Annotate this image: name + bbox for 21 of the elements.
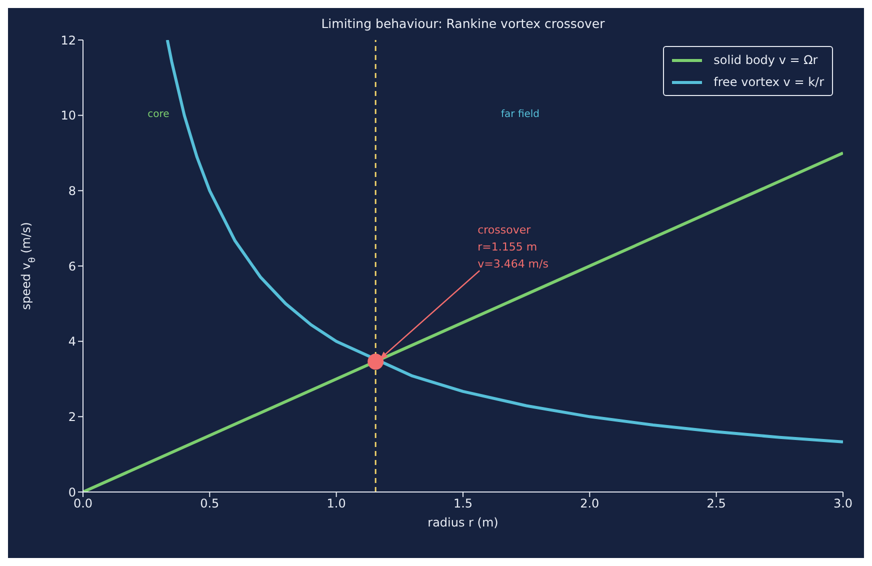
annotation: far field [501, 108, 540, 120]
x-tick-label: 0.0 [73, 496, 93, 511]
x-tick-label: 2.5 [706, 496, 726, 511]
x-tick-label: 0.5 [200, 496, 220, 511]
y-tick-label: 8 [68, 184, 76, 198]
legend-label: solid body v = Ωr [714, 53, 818, 67]
legend-label: free vortex v = k/r [714, 75, 824, 89]
annotation: crossover r=1.155 m v=3.464 m/s [478, 224, 549, 271]
y-tick-label: 2 [68, 410, 76, 424]
x-tick-label: 3.0 [833, 496, 853, 511]
annotation: core [148, 108, 170, 120]
x-tick-label: 1.0 [326, 496, 346, 511]
y-tick-label: 0 [68, 485, 76, 500]
x-tick-label: 2.0 [580, 496, 600, 511]
y-tick-label: 10 [60, 108, 76, 123]
y-tick-label: 12 [60, 33, 76, 48]
y-tick-label: 4 [68, 334, 76, 349]
x-axis-title: radius r (m) [428, 516, 498, 530]
chart-title: Limiting behaviour: Rankine vortex crossover [320, 16, 606, 31]
y-tick-label: 6 [68, 259, 76, 274]
x-tick-label: 1.5 [453, 496, 473, 511]
